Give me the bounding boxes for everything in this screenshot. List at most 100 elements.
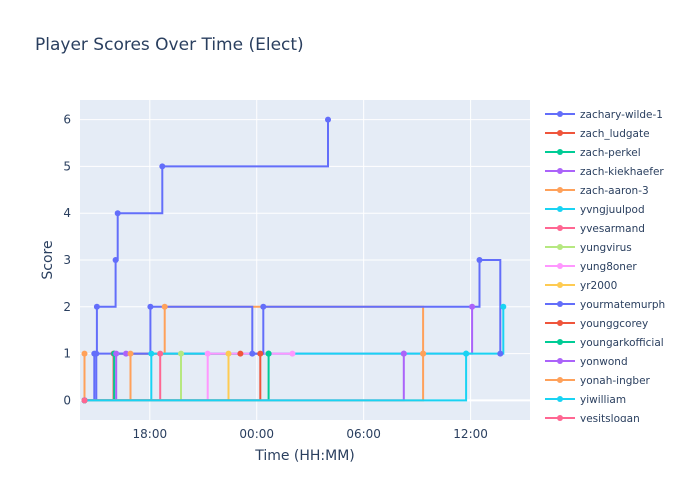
legend-item[interactable]: yonwond	[545, 356, 628, 368]
data-point	[112, 257, 119, 263]
data-point	[237, 350, 244, 357]
legend-swatch-marker	[557, 282, 563, 288]
data-point	[325, 116, 331, 123]
x-tick-label: 18:00	[133, 427, 168, 441]
data-point	[420, 350, 427, 357]
legend-swatch-marker	[557, 320, 563, 326]
legend-label: yesitslogan	[580, 413, 640, 425]
data-point	[469, 303, 476, 310]
data-point	[178, 350, 184, 357]
legend-item[interactable]: zach-perkel	[545, 147, 641, 159]
data-point	[93, 350, 100, 357]
data-point	[127, 350, 134, 357]
legend-swatch-marker	[557, 111, 563, 117]
legend-label: yonah-ingber	[580, 375, 651, 387]
y-tick-label: 3	[63, 253, 71, 267]
y-tick-label: 2	[63, 300, 71, 314]
x-tick-label: 00:00	[239, 427, 274, 441]
legend-swatch-marker	[557, 244, 563, 250]
legend-label: yvesarmand	[580, 223, 645, 235]
legend-label: zach-perkel	[580, 147, 641, 159]
data-point	[123, 350, 129, 357]
y-tick-label: 5	[63, 159, 71, 173]
x-axis-ticks: 18:00 00:00 06:00 12:00	[133, 427, 488, 441]
y-tick-label: 0	[63, 393, 71, 407]
legend-swatch-marker	[557, 339, 563, 345]
chart-title: Player Scores Over Time (Elect)	[35, 35, 304, 55]
legend-item[interactable]: yungvirus	[545, 242, 632, 254]
data-point	[463, 350, 470, 357]
y-axis-ticks: 0 1 2 3 4 5 6	[63, 113, 71, 408]
data-point	[114, 210, 121, 217]
legend-label: yvngjuulpod	[580, 204, 645, 216]
data-point	[500, 303, 507, 310]
data-point	[497, 350, 504, 357]
data-point	[159, 163, 166, 170]
legend-label: zach-kiekhaefer	[580, 166, 664, 178]
legend-swatch-marker	[557, 149, 563, 155]
data-point	[204, 350, 211, 357]
legend-swatch-marker	[557, 301, 563, 307]
legend-swatch-marker	[557, 358, 563, 364]
legend-item[interactable]: youngarkofficial	[545, 337, 664, 349]
data-point	[81, 397, 88, 404]
legend-swatch-marker	[557, 377, 563, 383]
y-tick-label: 4	[63, 206, 71, 220]
legend-item[interactable]: yourmatemurph	[545, 299, 665, 311]
legend-item[interactable]: yr2000	[545, 280, 617, 292]
legend-item[interactable]: yesitslogan	[545, 413, 640, 425]
legend-label: zachary-wilde-1	[580, 109, 663, 121]
legend-item[interactable]: younggcorey	[545, 318, 648, 330]
data-point	[113, 350, 120, 357]
legend-item[interactable]: zach-aaron-3	[545, 185, 649, 197]
legend-label: yungvirus	[580, 242, 632, 254]
series-points	[81, 116, 507, 404]
legend-label: yonwond	[580, 356, 628, 368]
data-point	[161, 303, 168, 310]
data-point	[93, 303, 100, 310]
legend-label: younggcorey	[580, 318, 648, 330]
legend-swatch-marker	[557, 415, 563, 421]
data-point	[147, 303, 154, 310]
data-point	[148, 350, 155, 357]
legend-label: youngarkofficial	[580, 337, 664, 349]
data-point	[225, 350, 232, 357]
legend-label: yiwilliam	[580, 394, 626, 406]
legend-label: yung8oner	[580, 261, 637, 273]
data-point	[257, 350, 264, 357]
series-line	[84, 353, 468, 402]
legend-item[interactable]: yung8oner	[545, 261, 637, 273]
data-point	[265, 350, 272, 357]
data-point	[249, 350, 256, 357]
legend-item[interactable]: zach_ludgate	[545, 128, 650, 140]
x-tick-label: 12:00	[453, 427, 488, 441]
legend-swatch-marker	[557, 168, 563, 174]
legend-label: zach_ludgate	[580, 128, 650, 140]
legend-item[interactable]: yvesarmand	[545, 223, 645, 235]
y-tick-label: 6	[63, 113, 71, 127]
legend-swatch-marker	[557, 225, 563, 231]
legend-swatch-marker	[557, 130, 563, 136]
legend-label: yr2000	[580, 280, 617, 292]
legend-item[interactable]: yvngjuulpod	[545, 204, 645, 216]
legend-item[interactable]: zachary-wilde-1	[545, 109, 663, 121]
legend-item[interactable]: yonah-ingber	[545, 375, 651, 387]
data-point	[260, 303, 267, 310]
data-point	[289, 350, 296, 357]
legend[interactable]: zachary-wilde-1 zach_ludgate zach-perkel za…	[545, 109, 665, 425]
legend-swatch-marker	[557, 187, 563, 193]
legend-swatch-marker	[557, 206, 563, 212]
legend-swatch-marker	[557, 263, 563, 269]
data-point	[400, 350, 407, 357]
data-point	[81, 350, 88, 357]
y-tick-label: 1	[63, 347, 71, 361]
data-point	[476, 257, 483, 263]
legend-label: zach-aaron-3	[580, 185, 649, 197]
y-axis-title: Score	[40, 240, 56, 279]
legend-item[interactable]: zach-kiekhaefer	[545, 166, 664, 178]
legend-item[interactable]: yiwilliam	[545, 394, 626, 406]
legend-swatch-marker	[557, 396, 563, 402]
legend-label: yourmatemurph	[580, 299, 665, 311]
x-tick-label: 06:00	[346, 427, 381, 441]
